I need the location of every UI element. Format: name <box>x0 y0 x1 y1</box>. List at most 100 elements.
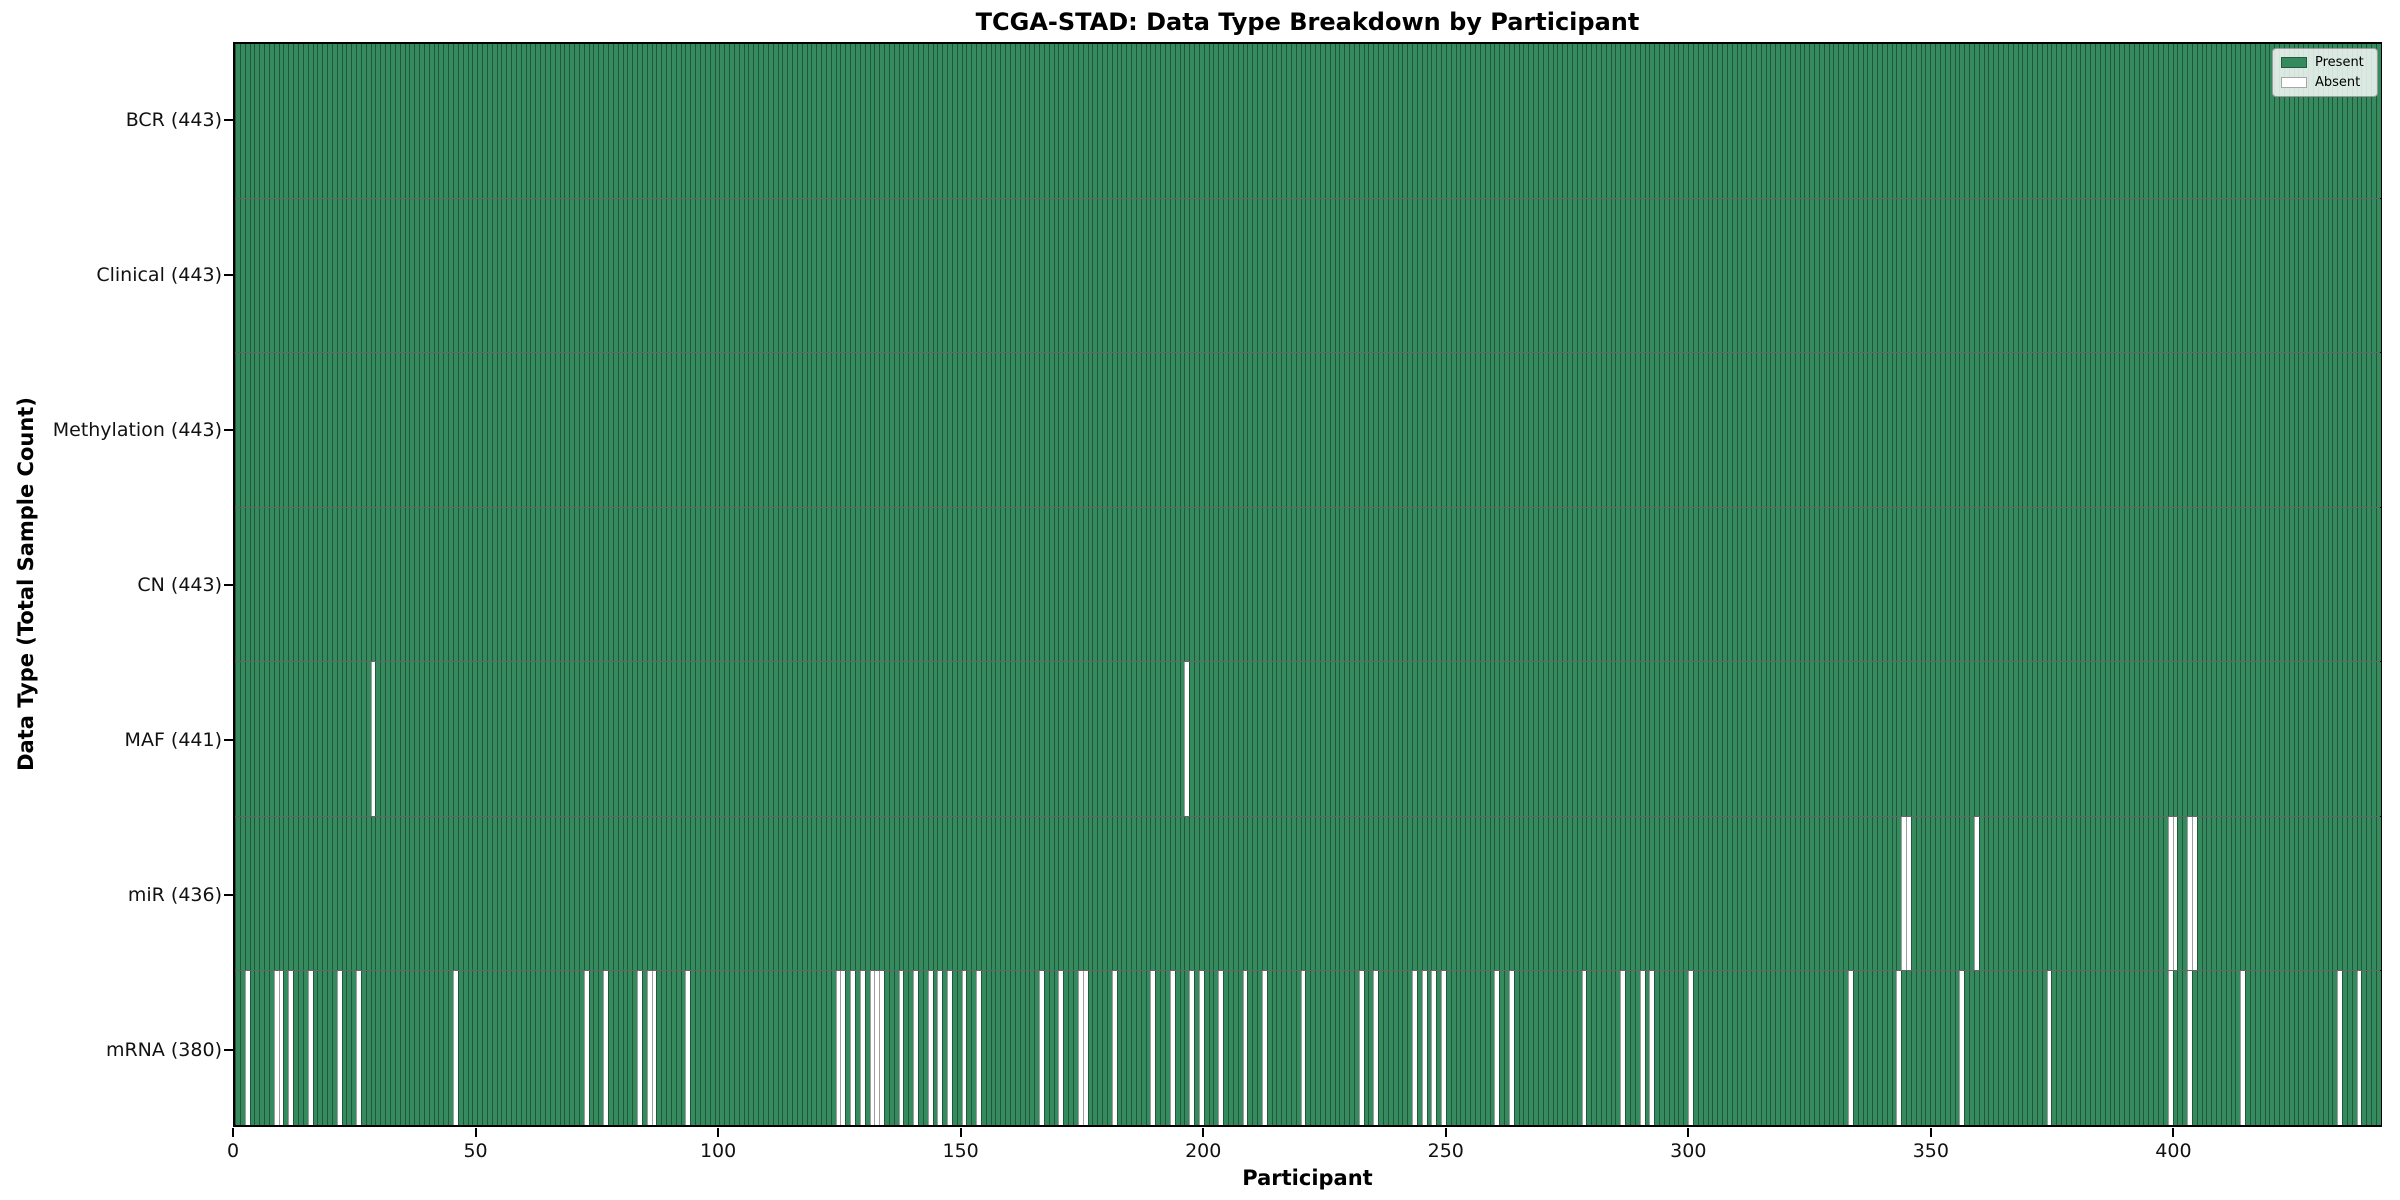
cell <box>1082 198 1088 353</box>
cell <box>1940 816 1945 971</box>
cell <box>1271 198 1277 353</box>
cell <box>346 353 352 507</box>
cell <box>2109 816 2115 971</box>
cell <box>2095 353 2100 507</box>
cell <box>1402 44 1408 198</box>
row-Methylation <box>235 352 2381 507</box>
cell <box>864 507 870 662</box>
cell <box>874 353 880 507</box>
cell <box>2216 44 2221 198</box>
cell <box>2061 44 2066 198</box>
cell <box>317 816 323 971</box>
cell <box>1213 507 1219 662</box>
cell <box>1387 198 1393 353</box>
cell <box>1993 971 1999 1126</box>
cell <box>501 507 507 662</box>
cell <box>1794 198 1800 353</box>
cell <box>1940 198 1945 353</box>
cell <box>1567 816 1572 971</box>
cell <box>1470 44 1475 198</box>
cell <box>1969 816 1974 971</box>
cell <box>249 816 255 971</box>
cell <box>801 353 807 507</box>
cell <box>293 198 298 353</box>
cell <box>448 198 453 353</box>
cell <box>2090 353 2095 507</box>
cell <box>2075 44 2081 198</box>
cell <box>1300 662 1306 816</box>
cell <box>506 44 512 198</box>
cell <box>1872 353 1878 507</box>
cell <box>375 198 381 353</box>
cell <box>2288 971 2294 1126</box>
cell <box>307 662 313 816</box>
cell <box>1504 971 1509 1126</box>
cell <box>1959 353 1965 507</box>
cell <box>1964 662 1970 816</box>
cell <box>2283 816 2289 971</box>
cell <box>1276 198 1282 353</box>
cell <box>1276 662 1282 816</box>
cell <box>1944 44 1950 198</box>
cell <box>1024 353 1030 507</box>
cell <box>980 198 986 353</box>
cell <box>627 353 633 507</box>
cell <box>1494 816 1500 971</box>
cell <box>1353 44 1359 198</box>
cell <box>2201 816 2207 971</box>
cell <box>2264 662 2270 816</box>
cell <box>2206 971 2212 1126</box>
cell <box>1964 198 1970 353</box>
cell <box>1179 971 1185 1126</box>
cell <box>1751 44 1756 198</box>
cell <box>1886 816 1892 971</box>
cell <box>1867 44 1873 198</box>
cell <box>1508 662 1514 816</box>
cell <box>491 971 497 1126</box>
cell <box>1174 971 1180 1126</box>
cell <box>2119 662 2125 816</box>
cell <box>1576 507 1582 662</box>
cell <box>472 662 478 816</box>
cell <box>2288 816 2294 971</box>
cell <box>2220 662 2226 816</box>
cell <box>2366 971 2372 1126</box>
cell <box>1397 971 1403 1126</box>
cell <box>661 44 667 198</box>
cell <box>1794 353 1800 507</box>
cell <box>2172 971 2178 1126</box>
cell <box>1368 816 1374 971</box>
cell <box>908 816 914 971</box>
cell <box>1310 662 1316 816</box>
cell <box>971 816 977 971</box>
cell <box>1189 816 1195 971</box>
cell <box>835 816 841 971</box>
cell <box>433 507 439 662</box>
cell <box>612 816 618 971</box>
cell <box>1082 971 1088 1126</box>
cell <box>1814 507 1819 662</box>
cell <box>2337 44 2343 198</box>
cell <box>1537 44 1543 198</box>
cell <box>1751 971 1756 1126</box>
cell <box>893 353 899 507</box>
cell <box>331 507 337 662</box>
cell <box>1518 816 1524 971</box>
cell <box>2250 198 2255 353</box>
cell <box>1290 198 1296 353</box>
cell <box>1533 816 1538 971</box>
cell <box>995 971 1001 1126</box>
cell <box>1445 353 1451 507</box>
cell <box>1523 507 1529 662</box>
cell <box>564 198 570 353</box>
cell <box>2007 198 2013 353</box>
cell <box>1387 816 1393 971</box>
cell <box>2298 353 2304 507</box>
cell <box>2375 971 2381 1126</box>
cell <box>1034 662 1040 816</box>
cell <box>2308 971 2313 1126</box>
cell <box>1261 662 1267 816</box>
cell <box>1111 353 1117 507</box>
cell <box>637 198 642 353</box>
cell <box>273 816 279 971</box>
